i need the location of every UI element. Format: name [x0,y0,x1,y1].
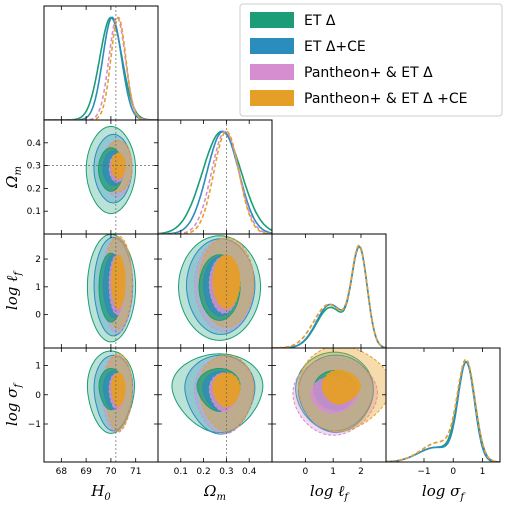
marginal-line-H0-0 [44,16,158,120]
y-tick-label-logs: −1 [28,420,41,430]
legend-label: Pantheon+ & ET Δ +CE [304,91,467,107]
panel-logl-logl [271,233,387,349]
panel-logs-logs: −1 0 1 [385,347,501,477]
y-tick-label-logl: 2 [35,255,41,265]
legend-label: Pantheon+ & ET Δ [304,65,433,81]
legend-label: ET Δ [304,13,336,29]
y-tick-label-Om: 0.3 [27,162,41,172]
legend-swatch [250,38,294,54]
y-tick-label-logs: 0 [35,391,41,401]
legend-swatch [250,90,294,106]
x-axis-label-H0: H0 [90,482,111,503]
panel-frame [385,347,501,463]
marginal-line-Om-2 [158,130,272,234]
x-tick-label-Om: 0.3 [219,467,233,477]
marginal-line-H0-3 [44,16,158,120]
x-tick-label-Om: 0.4 [242,467,257,477]
panel-Om-logs: 0.1 0.2 0.3 0.4 [157,347,273,477]
x-tick-label-logs: 1 [480,467,486,477]
panel-H0-Om: 0.1 0.2 0.3 0.4 [27,119,159,235]
marginal-line-logs-3 [386,358,500,462]
x-axis-label-Om: Ωm [203,482,226,503]
x-tick-label-H0: 69 [80,467,92,477]
x-axis-label-logs: log σf [422,482,466,503]
x-tick-label-H0: 70 [105,467,117,477]
marginal-line-Om-1 [158,130,272,234]
x-tick-label-logs: 0 [450,467,456,477]
panel-Om-Om [157,119,273,235]
marginal-line-H0-2 [44,16,158,120]
x-tick-label-logl: 0 [302,467,308,477]
legend: ET Δ ET Δ+CE Pantheon+ & ET Δ Pantheon+ & E… [239,3,503,117]
x-tick-label-H0: 68 [56,467,68,477]
contour-68-3 [110,152,126,180]
x-tick-label-logl: 2 [358,467,364,477]
y-tick-label-Om: 0.4 [27,139,42,149]
legend-frame [239,3,503,117]
y-tick-label-Om: 0.1 [27,207,41,217]
y-tick-label-Om: 0.2 [27,184,41,194]
legend-swatch [250,12,294,28]
contour-68-3 [212,254,241,310]
panel-H0-logl: 0 1 2 [35,233,159,349]
x-tick-label-Om: 0.2 [196,467,210,477]
panel-logl-logs: 0 1 2 [271,347,387,477]
legend-label: ET Δ+CE [304,39,366,55]
panel-frame [271,233,387,349]
y-tick-label-logs: 1 [35,362,41,372]
y-axis-label-Om: Ωm [3,166,24,189]
contour-68-3 [110,372,126,408]
y-axis-label-logl: log ℓf [3,270,24,310]
panel-H0-logs: 68 69 70 71 −1 0 1 [28,347,159,477]
x-tick-label-H0: 71 [130,467,141,477]
marginal-line-Om-0 [158,130,272,234]
y-axis-label-logs: log σf [3,382,24,426]
x-tick-label-Om: 0.1 [174,467,188,477]
contour-68-3 [321,369,361,405]
panel-Om-logl [157,233,273,349]
marginal-line-Om-3 [158,130,272,234]
x-tick-label-logl: 1 [330,467,336,477]
x-axis-label-logl: log ℓf [310,482,350,503]
marginal-line-logs-1 [386,361,500,462]
legend-swatch [250,64,294,80]
panel-H0-H0 [43,5,159,121]
contour-68-3 [110,254,126,310]
y-tick-label-logl: 1 [35,283,41,293]
x-tick-label-logs: −1 [417,467,430,477]
y-tick-label-logl: 0 [35,311,41,321]
marginal-line-logl-1 [272,245,386,348]
